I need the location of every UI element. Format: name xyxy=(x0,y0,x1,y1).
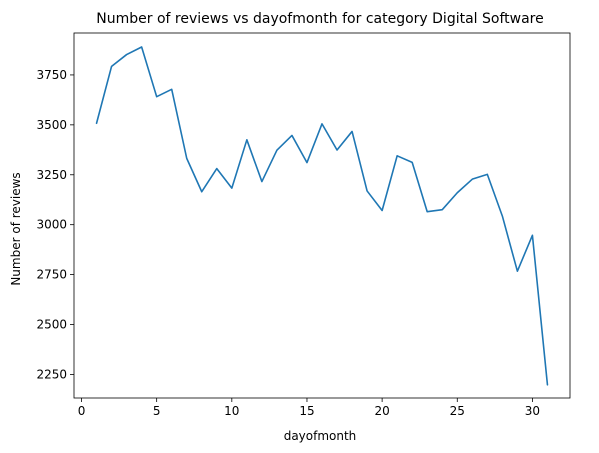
x-tick-label: 30 xyxy=(525,404,540,418)
x-axis-label: dayofmonth xyxy=(284,429,357,443)
plot-area: 0 5 10 15 20 25 30 2250 2500 2750 3000 3250 3500 375… xyxy=(36,32,571,418)
y-tick-label: 3250 xyxy=(36,168,67,182)
x-tick-label: 25 xyxy=(450,404,465,418)
y-tick-label: 2250 xyxy=(36,367,67,381)
x-tick-label: 0 xyxy=(78,404,86,418)
x-tick-label: 20 xyxy=(374,404,389,418)
y-tick-label: 3500 xyxy=(36,118,67,132)
axes-frame xyxy=(73,32,571,399)
y-axis-ticks: 2250 2500 2750 3000 3250 3500 3750 xyxy=(36,68,74,381)
y-tick-label: 3000 xyxy=(36,218,67,232)
x-axis-ticks: 0 5 10 15 20 25 30 xyxy=(78,398,540,418)
series-line xyxy=(95,46,549,386)
x-tick-label: 15 xyxy=(299,404,314,418)
y-tick-label: 3750 xyxy=(36,68,67,82)
y-tick-label: 2750 xyxy=(36,268,67,282)
chart-title: Number of reviews vs dayofmonth for cate… xyxy=(96,11,543,27)
x-tick-label: 10 xyxy=(224,404,239,418)
x-tick-label: 5 xyxy=(153,404,161,418)
y-axis-label: Number of reviews xyxy=(9,172,23,285)
y-tick-label: 2500 xyxy=(36,318,67,332)
